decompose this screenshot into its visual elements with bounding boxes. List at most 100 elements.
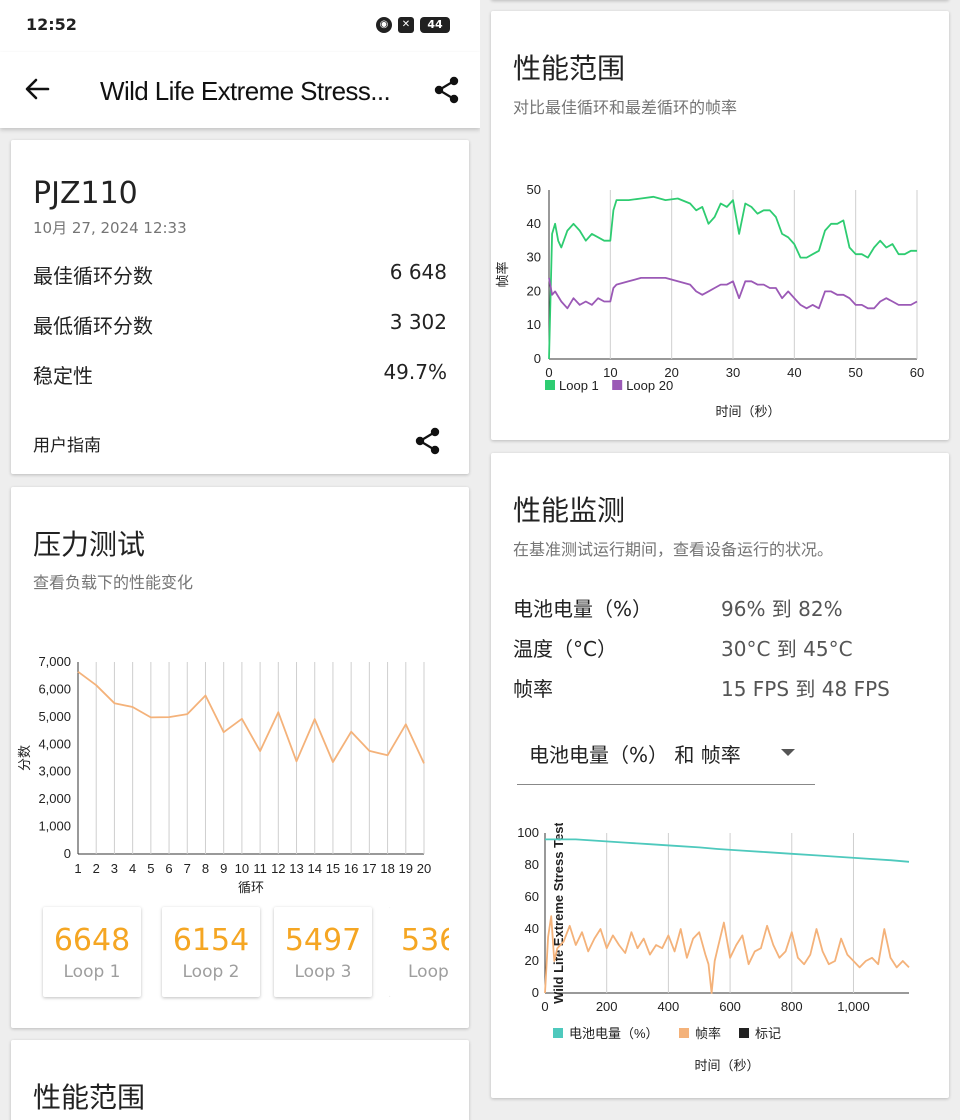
stability-row: 稳定性 49.7% bbox=[33, 360, 447, 389]
x-tick-label: 0 bbox=[541, 999, 548, 1014]
x-tick-label: 60 bbox=[910, 365, 924, 380]
y-tick-label: 5,000 bbox=[38, 709, 71, 724]
stress-test-card: 压力测试 查看负载下的性能变化 1 2 3 4 5 6 7 8 9 10 11 12 13 14 15 16 1… bbox=[11, 487, 469, 1028]
loop-label: Loop 3 bbox=[294, 962, 352, 982]
section-title: 性能范围 bbox=[33, 1081, 146, 1114]
x-tick-label: 3 bbox=[111, 861, 118, 876]
y-tick-label: 2,000 bbox=[38, 791, 71, 806]
x-tick-label: 13 bbox=[289, 861, 303, 876]
x-tick-label: 5 bbox=[147, 861, 154, 876]
series-line bbox=[548, 277, 918, 310]
y-tick-label: 50 bbox=[527, 182, 541, 197]
x-tick-label: 20 bbox=[417, 861, 431, 876]
status-bar: 12:52 ◉ ✕ 44 bbox=[0, 0, 480, 52]
series-line bbox=[545, 838, 910, 863]
loop-score-tile[interactable]: 6648 Loop 1 bbox=[43, 907, 141, 997]
y-tick-label: 40 bbox=[525, 921, 539, 936]
metric-dropdown[interactable]: 电池电量（%） 和 帧率 bbox=[517, 723, 815, 785]
monitor-label: 电池电量（%） bbox=[513, 597, 653, 621]
y-tick-label: 3,000 bbox=[38, 764, 71, 779]
left-panel: 12:52 ◉ ✕ 44 Wild Life Extreme Stress...… bbox=[0, 0, 480, 1120]
y-tick-label: 30 bbox=[527, 250, 541, 265]
legend-label: 电池电量（%） bbox=[569, 1026, 659, 1041]
x-tick-label: 4 bbox=[129, 861, 136, 876]
x-tick-label: 0 bbox=[545, 365, 552, 380]
x-tick-label: 200 bbox=[596, 999, 618, 1014]
y-tick-label: 0 bbox=[532, 985, 539, 1000]
section-title: 性能范围 bbox=[513, 52, 626, 85]
x-tick-label: 1,000 bbox=[837, 999, 870, 1014]
performance-range-card: 性能范围 对比最佳循环和最差循环的帧率 0 10 20 30 40 50 60 0 10 20 30… bbox=[491, 11, 949, 440]
y-tick-label: 7,000 bbox=[38, 654, 71, 669]
device-summary-card: PJZ110 10月 27, 2024 12:33 最佳循环分数 6 648 最… bbox=[11, 140, 469, 474]
loop-score: 5497 bbox=[284, 923, 362, 958]
y-tick-label: 80 bbox=[525, 857, 539, 872]
row-label: 稳定性 bbox=[33, 364, 93, 388]
y-tick-label: 60 bbox=[525, 889, 539, 904]
dropdown-arrow-icon bbox=[781, 749, 795, 756]
x-tick-label: 50 bbox=[848, 365, 862, 380]
monitor-value: 96% 到 82% bbox=[721, 597, 843, 621]
x-tick-label: 40 bbox=[787, 365, 801, 380]
loop-score-tile[interactable]: 6154 Loop 2 bbox=[162, 907, 260, 997]
battery-framerate-chart: 0 200 400 600 800 1,000 0 20 40 60 80 100 Wild Life … bbox=[517, 823, 910, 1073]
status-time: 12:52 bbox=[26, 15, 77, 34]
x-tick-label: 17 bbox=[362, 861, 376, 876]
speedometer-icon: ◉ bbox=[376, 17, 392, 33]
x-tick-label: 15 bbox=[326, 861, 340, 876]
loop-score-tile[interactable]: 5497 Loop 3 bbox=[274, 907, 372, 997]
x-axis-title: 时间（秒） bbox=[694, 1058, 759, 1073]
loop-label: Loop 2 bbox=[182, 962, 240, 982]
x-tick-label: 2 bbox=[93, 861, 100, 876]
x-tick-label: 12 bbox=[271, 861, 285, 876]
loop-label: Loop bbox=[408, 962, 449, 982]
legend-label: 标记 bbox=[755, 1026, 781, 1041]
share-icon[interactable] bbox=[413, 426, 443, 456]
legend-swatch bbox=[612, 380, 623, 390]
performance-monitor-card: 性能监测 在基准测试运行期间，查看设备运行的状况。 电池电量（%） 96% 到 … bbox=[491, 453, 949, 1098]
monitor-label: 温度（°C） bbox=[513, 637, 617, 661]
legend-swatch bbox=[679, 1028, 689, 1038]
loop-score: 6154 bbox=[172, 923, 250, 958]
x-tick-label: 30 bbox=[726, 365, 740, 380]
y-tick-label: 40 bbox=[527, 216, 541, 231]
legend-label: Loop 20 bbox=[626, 378, 673, 393]
legend-label: Loop 1 bbox=[559, 378, 599, 393]
x-tick-label: 1 bbox=[74, 861, 81, 876]
x-tick-label: 19 bbox=[399, 861, 413, 876]
best-loop-row: 最佳循环分数 6 648 bbox=[33, 260, 447, 289]
marker-annotation: Wild Life Extreme Stress Test bbox=[551, 823, 566, 1004]
legend-label: 帧率 bbox=[695, 1026, 721, 1041]
x-tick-label: 600 bbox=[719, 999, 741, 1014]
test-date: 10月 27, 2024 12:33 bbox=[33, 219, 187, 237]
y-tick-label: 6,000 bbox=[38, 681, 71, 696]
x-tick-label: 6 bbox=[165, 861, 172, 876]
user-guide-link[interactable]: 用户指南 bbox=[33, 436, 101, 456]
y-axis-title: 分数 bbox=[17, 745, 32, 771]
x-tick-label: 14 bbox=[308, 861, 322, 876]
section-subtitle: 在基准测试运行期间，查看设备运行的状况。 bbox=[513, 540, 834, 559]
section-title: 压力测试 bbox=[33, 528, 146, 561]
row-label: 最佳循环分数 bbox=[33, 264, 153, 288]
tile-clip: 536 Loop bbox=[389, 907, 449, 997]
x-tick-label: 400 bbox=[658, 999, 680, 1014]
x-axis-title: 循环 bbox=[238, 880, 264, 895]
x-tick-label: 8 bbox=[202, 861, 209, 876]
y-tick-label: 1,000 bbox=[38, 819, 71, 834]
y-tick-label: 10 bbox=[527, 317, 541, 332]
x-axis-title: 时间（秒） bbox=[715, 404, 780, 419]
loop-score-tile[interactable]: 536 Loop bbox=[389, 907, 449, 997]
back-arrow-icon[interactable] bbox=[22, 74, 52, 104]
share-icon[interactable] bbox=[432, 75, 462, 105]
dropdown-value: 电池电量（%） 和 帧率 bbox=[529, 743, 741, 767]
battery-indicator: 44 bbox=[420, 17, 450, 33]
x-tick-label: 10 bbox=[235, 861, 249, 876]
legend-swatch bbox=[739, 1028, 749, 1038]
y-tick-label: 0 bbox=[534, 351, 541, 366]
section-title: 性能监测 bbox=[513, 494, 626, 527]
device-name: PJZ110 bbox=[33, 176, 138, 211]
x-tick-label: 7 bbox=[184, 861, 191, 876]
y-tick-label: 4,000 bbox=[38, 736, 71, 751]
x-tick-label: 16 bbox=[344, 861, 358, 876]
score-line bbox=[77, 670, 425, 764]
